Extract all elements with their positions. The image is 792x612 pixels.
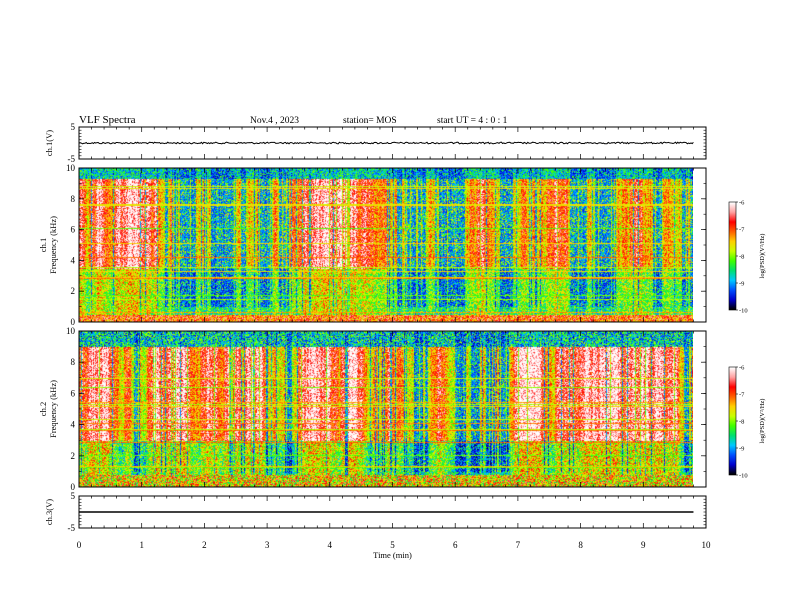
ch3-wave-ylabel: ch.3(V) [44,499,54,525]
start-ut-label: start UT = 4 : 0 : 1 [437,116,508,126]
x-tick-label: 0 [77,540,82,550]
y-tick-label: 6 [71,388,76,398]
colorbar-tick-label: -10 [739,472,748,479]
y-tick-label: -5 [68,154,76,164]
ch1-spec-ylabel-line: ch.1 [38,238,48,252]
y-tick-label: 6 [71,225,76,235]
x-axis-label: Time (min) [373,550,412,560]
y-tick-label: 8 [71,194,76,204]
colorbar-label: log(PSD)(V²/Hz) [759,234,766,279]
time-axis: 0 1 2 3 4 5 6 7 8 9 10 Time (min) [77,540,711,560]
x-tick-label: 1 [139,540,144,550]
date-label: Nov.4 , 2023 [250,116,299,126]
ch1-wave-ylabel: ch.1(V) [44,130,54,156]
ch1-spectrogram-image [79,168,693,322]
y-tick-label: 5 [71,491,76,501]
ch1-spec-ylabel: ch.1Frequency (kHz) [38,216,58,274]
y-tick-label: 0 [71,482,76,492]
x-tick-label: 8 [578,540,583,550]
ch2-spec-ylabel-line: Frequency (kHz) [48,380,58,438]
ch1-spec-ylabel-line: Frequency (kHz) [48,216,58,274]
y-tick-label: 8 [71,357,76,367]
ch2-spec-ylabel-line: ch.2 [38,402,48,416]
ch1-waveform-line [78,141,694,145]
y-tick-label: 5 [71,122,76,132]
colorbar-tick-label: -7 [739,226,745,233]
ch1-waveform-panel: 5 -5 ch.1(V) [44,122,707,164]
y-tick-label: 10 [66,163,76,173]
y-tick-label: 10 [66,326,76,336]
colorbar-gradient [729,202,736,310]
x-tick-label: 2 [202,540,207,550]
y-tick-label: 4 [71,420,76,430]
colorbar-tick-label: -9 [739,280,744,287]
x-tick-label: 3 [265,540,270,550]
colorbar-tick-label: -9 [739,445,744,452]
colorbar-gradient [729,367,736,475]
ch3-waveform-panel: 5 -5 ch.3(V) [44,491,707,533]
x-tick-label: 10 [702,540,712,550]
y-tick-label: 2 [71,451,76,461]
colorbar-tick-label: -8 [739,418,744,425]
colorbar-tick-label: -6 [739,199,745,206]
ch2-spectrogram-image [79,331,693,487]
colorbar-label: log(PSD)(V²/Hz) [759,399,766,444]
y-tick-label: -5 [68,523,76,533]
colorbar-tick-label: -8 [739,253,744,260]
x-tick-label: 9 [641,540,646,550]
y-tick-label: 2 [71,286,76,296]
ch2-spectrogram-panel: 0 2 4 6 8 10 ch.2Frequency (kHz) [38,326,707,492]
colorbar-tick-label: -10 [739,307,748,314]
colorbar-tick-label: -6 [739,364,745,371]
x-tick-label: 4 [328,540,333,550]
ch1-wave-ylabel-line: ch.1(V) [44,130,54,156]
station-label: station= MOS [343,116,397,126]
ch1-colorbar: -6 -7 -8 -9 -10 log(PSD)(V²/Hz) [728,199,766,314]
colorbar-tick-label: -7 [739,391,745,398]
x-tick-label: 5 [390,540,395,550]
figure-title: VLF Spectra [79,114,136,126]
ch2-spec-ylabel: ch.2Frequency (kHz) [38,380,58,438]
x-tick-label: 6 [453,540,458,550]
ch2-colorbar: -6 -7 -8 -9 -10 log(PSD)(V²/Hz) [728,364,766,479]
y-tick-label: 4 [71,255,76,265]
y-tick-label: 0 [71,317,76,327]
ch1-spectrogram-panel: 0 2 4 6 8 10 ch.1Frequency (kHz) [38,163,707,327]
ch3-wave-ylabel-line: ch.3(V) [44,499,54,525]
x-tick-label: 7 [516,540,521,550]
